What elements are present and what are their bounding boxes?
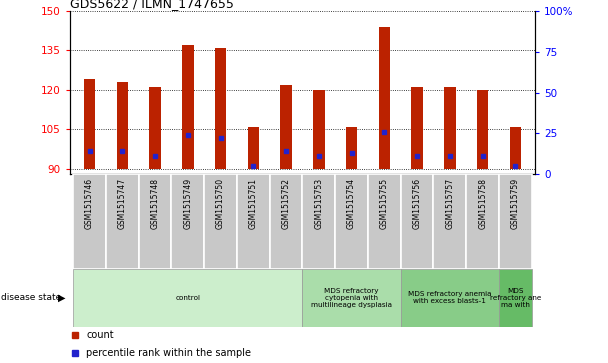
Bar xyxy=(150,87,161,169)
Bar xyxy=(412,87,423,169)
Text: MDS refractory anemia
with excess blasts-1: MDS refractory anemia with excess blasts… xyxy=(408,291,492,304)
FancyBboxPatch shape xyxy=(401,269,499,327)
Bar xyxy=(346,127,358,169)
FancyBboxPatch shape xyxy=(237,174,270,269)
Bar xyxy=(280,85,292,169)
Text: GSM1515746: GSM1515746 xyxy=(85,178,94,229)
FancyBboxPatch shape xyxy=(73,269,302,327)
Text: GSM1515757: GSM1515757 xyxy=(446,178,454,229)
Bar xyxy=(182,45,193,169)
Text: disease state: disease state xyxy=(1,293,61,302)
Bar xyxy=(215,48,226,169)
Text: GSM1515748: GSM1515748 xyxy=(151,178,159,229)
FancyBboxPatch shape xyxy=(335,174,368,269)
Text: MDS
refractory ane
ma with: MDS refractory ane ma with xyxy=(489,287,541,308)
Bar xyxy=(117,82,128,169)
Bar xyxy=(379,27,390,169)
Bar xyxy=(313,90,325,169)
Text: GSM1515753: GSM1515753 xyxy=(314,178,323,229)
FancyBboxPatch shape xyxy=(106,174,139,269)
Text: GSM1515751: GSM1515751 xyxy=(249,178,258,229)
Bar xyxy=(84,79,95,169)
FancyBboxPatch shape xyxy=(73,174,106,269)
Text: GSM1515747: GSM1515747 xyxy=(118,178,127,229)
Text: GSM1515754: GSM1515754 xyxy=(347,178,356,229)
FancyBboxPatch shape xyxy=(171,174,204,269)
Bar xyxy=(444,87,455,169)
FancyBboxPatch shape xyxy=(139,174,171,269)
FancyBboxPatch shape xyxy=(302,269,401,327)
Bar xyxy=(510,127,521,169)
Bar xyxy=(247,127,259,169)
Text: GSM1515752: GSM1515752 xyxy=(282,178,291,229)
Text: GDS5622 / ILMN_1747655: GDS5622 / ILMN_1747655 xyxy=(70,0,234,10)
Text: control: control xyxy=(175,295,201,301)
Text: ▶: ▶ xyxy=(58,293,66,303)
Text: GSM1515758: GSM1515758 xyxy=(478,178,487,229)
Bar xyxy=(477,90,488,169)
FancyBboxPatch shape xyxy=(270,174,302,269)
FancyBboxPatch shape xyxy=(302,174,335,269)
FancyBboxPatch shape xyxy=(401,174,434,269)
FancyBboxPatch shape xyxy=(466,174,499,269)
Text: GSM1515750: GSM1515750 xyxy=(216,178,225,229)
Text: GSM1515755: GSM1515755 xyxy=(380,178,389,229)
FancyBboxPatch shape xyxy=(499,269,532,327)
Text: MDS refractory
cytopenia with
multilineage dysplasia: MDS refractory cytopenia with multilinea… xyxy=(311,287,392,308)
Text: GSM1515756: GSM1515756 xyxy=(413,178,421,229)
Text: count: count xyxy=(86,330,114,340)
Text: GSM1515749: GSM1515749 xyxy=(184,178,192,229)
Text: GSM1515759: GSM1515759 xyxy=(511,178,520,229)
FancyBboxPatch shape xyxy=(499,174,532,269)
FancyBboxPatch shape xyxy=(434,174,466,269)
FancyBboxPatch shape xyxy=(368,174,401,269)
Text: percentile rank within the sample: percentile rank within the sample xyxy=(86,348,251,358)
FancyBboxPatch shape xyxy=(204,174,237,269)
